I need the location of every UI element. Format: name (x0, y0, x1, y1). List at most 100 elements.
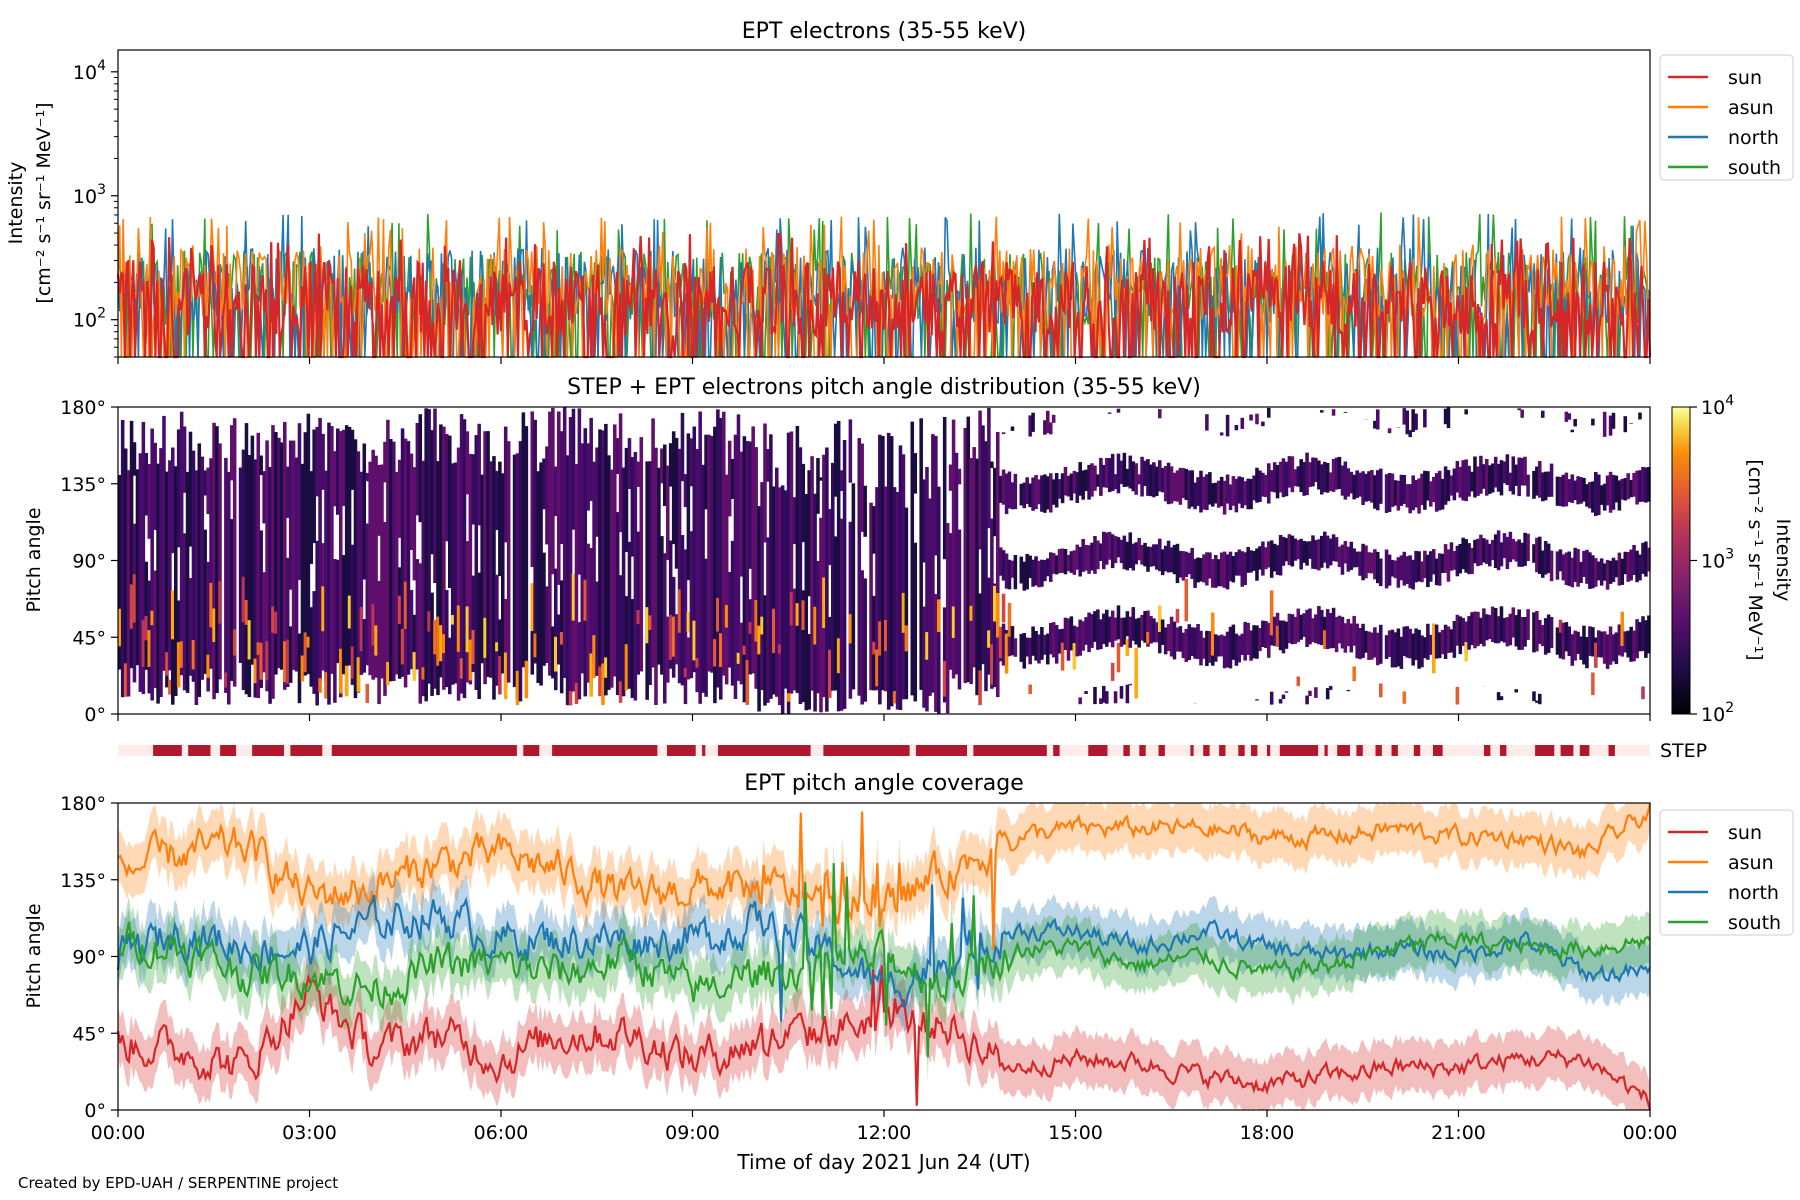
heatmap-cell (663, 444, 667, 506)
heatmap-cell (1004, 473, 1009, 515)
heatmap-cell (474, 435, 479, 690)
heatmap-cell (1423, 550, 1427, 579)
heatmap-cell (993, 583, 997, 688)
heatmap-cell (1249, 550, 1253, 573)
heatmap-cell (1647, 615, 1651, 654)
heatmap-cell (1476, 466, 1480, 496)
heatmap-cell (736, 414, 741, 681)
heatmap-cell-bright (942, 660, 947, 697)
heatmap-cell-bright (132, 574, 137, 623)
heatmap-cell (1087, 545, 1091, 574)
heatmap-cell-bright (996, 593, 1000, 638)
heatmap-cell (336, 559, 340, 664)
heatmap-cell (1390, 473, 1395, 507)
heatmap-cell (1488, 465, 1492, 494)
heatmap-cell-bright (359, 606, 364, 652)
heatmap-cell-bright (498, 656, 502, 695)
heatmap-cell (1511, 456, 1516, 495)
heatmap-cell (1278, 535, 1283, 576)
heatmap-cell (683, 549, 688, 705)
heatmap-cell (816, 458, 820, 514)
heatmap-cell (1284, 691, 1289, 693)
heatmap-cell (1284, 621, 1289, 649)
heatmap-cell (1605, 634, 1610, 669)
heatmap-cell (1473, 539, 1477, 564)
heatmap-cell (1049, 623, 1053, 655)
panel-pitch-angle-distribution: STEP + EPT electrons pitch angle distrib… (23, 375, 1794, 726)
heatmap-cell (1417, 629, 1421, 669)
heatmap-cell (1641, 616, 1645, 652)
heatmap-cell (1214, 482, 1218, 504)
heatmap-cell (120, 420, 125, 698)
heatmap-cell (978, 410, 982, 550)
heatmap-cell (689, 438, 694, 487)
heatmap-cell (1635, 470, 1639, 505)
heatmap-cell (1549, 463, 1554, 497)
heatmap-cell (1208, 552, 1212, 579)
heatmap-cell-bright (993, 585, 997, 622)
heatmap-cell-bright (828, 649, 832, 698)
heatmap-cell (548, 411, 552, 676)
heatmap-cell (1470, 471, 1474, 492)
step-bar (523, 745, 540, 756)
heatmap-cell (1125, 541, 1130, 571)
heatmap-cell (1128, 683, 1133, 686)
heatmap-cell (1225, 631, 1230, 668)
heatmap-cell-bright (745, 659, 750, 705)
heatmap-cell (1635, 619, 1639, 659)
series-line-south (117, 863, 1651, 1058)
heatmap-cell (1346, 618, 1351, 647)
heatmap-cell (1105, 532, 1109, 565)
heatmap-cell (1355, 623, 1359, 659)
heatmap-cell (1051, 553, 1056, 574)
heatmap-cell (465, 431, 470, 495)
heatmap-cell (377, 580, 381, 705)
heatmap-cell (1031, 477, 1035, 511)
heatmap-cell-bright (371, 604, 375, 646)
heatmap-cell (1090, 542, 1094, 571)
heatmap-cell-bright (212, 608, 216, 642)
heatmap-cell (1337, 546, 1342, 568)
heatmap-cell (412, 614, 417, 675)
heatmap-cell (1063, 466, 1068, 496)
heatmap-cell (942, 607, 947, 703)
step-bar (1391, 745, 1398, 756)
heatmap-cell (1482, 608, 1486, 647)
heatmap-cell (1614, 632, 1619, 665)
heatmap-cell (1420, 561, 1424, 583)
heatmap-cell (377, 464, 381, 536)
heatmap-cell (604, 423, 608, 696)
heatmap-cell (1275, 465, 1280, 499)
heatmap-cell (1222, 635, 1227, 669)
heatmap-cell (1384, 474, 1389, 513)
heatmap-cell (1158, 615, 1162, 654)
heatmap-cell (1558, 549, 1563, 572)
heatmap-cell (990, 518, 994, 689)
heatmap-cell (1608, 415, 1613, 436)
heatmap-cell-bright (598, 666, 602, 697)
heatmap-cell (191, 450, 196, 682)
heatmap-cell (533, 419, 537, 664)
heatmap-cell (571, 408, 576, 530)
heatmap-cell-bright (754, 600, 758, 642)
heatmap-cell (798, 447, 803, 704)
heatmap-cell (1644, 467, 1648, 503)
heatmap-cell (630, 457, 635, 557)
heatmap-cell (1001, 623, 1006, 666)
heatmap-cell-bright (695, 658, 699, 668)
heatmap-cell (1025, 554, 1029, 590)
heatmap-cell (1158, 538, 1162, 572)
heatmap-cell-bright (1211, 612, 1215, 656)
heatmap-cell-bright (686, 611, 691, 633)
heatmap-cell (869, 502, 873, 691)
heatmap-cell (433, 408, 437, 583)
heatmap-cell (1449, 542, 1454, 571)
heatmap-cell (1361, 471, 1365, 505)
heatmap-cell (1116, 453, 1121, 494)
heatmap-cell (1034, 475, 1038, 510)
heatmap-cell (1393, 480, 1398, 506)
heatmap-cell (627, 541, 632, 689)
heatmap-cell (636, 531, 641, 675)
heatmap-cell (1128, 455, 1133, 489)
heatmap-cell (333, 451, 337, 507)
